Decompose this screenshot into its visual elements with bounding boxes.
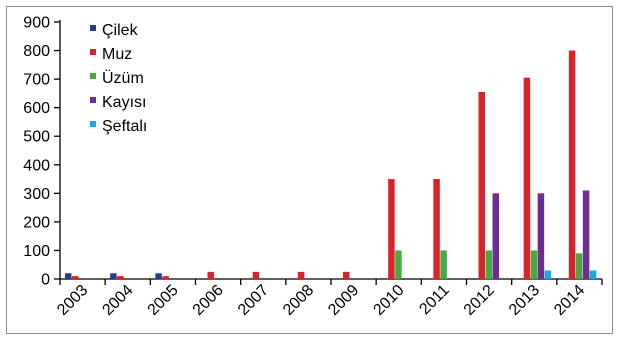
y-tick-label: 0 [41,272,50,289]
x-tick-label: 2012 [461,282,498,319]
bar-2010-1 [388,179,395,279]
legend-label: Muz [102,46,132,63]
legend-label: Çilek [102,22,139,39]
y-tick-label: 700 [23,72,50,89]
bar-2003-0 [65,273,72,279]
bar-2009-1 [343,271,350,279]
x-tick-label: 2011 [416,282,452,318]
x-tick-label: 2007 [235,282,272,319]
legend-label: Kayısı [102,94,146,111]
y-tick-label: 400 [23,157,50,174]
legend: Çilek Muz Üzüm Kayısı Şeftalı [90,22,147,135]
x-axis: 2003 2004 2005 2006 2007 2008 2009 2010 2011 2012… [54,278,603,319]
bar-2013-3 [537,193,545,279]
y-tick-label: 300 [23,186,50,203]
bar-2008-1 [297,271,305,279]
legend-swatch [90,97,96,103]
legend-swatch [90,121,96,127]
chart-frame [6,6,613,334]
y-axis: 0 100 200 300 400 500 600 700 800 900 [23,15,61,289]
x-tick-label: 2010 [370,282,407,319]
bar-2011-2 [440,250,447,279]
bar-2004-1 [117,276,124,279]
bar-2014-3 [582,190,590,279]
y-tick-label: 500 [23,129,50,146]
y-tick-label: 900 [23,15,50,32]
y-tick-label: 200 [23,214,50,231]
bar-2004-0 [110,273,117,279]
x-tick-label: 2014 [551,282,588,319]
bar-2012-3 [492,193,499,279]
x-tick-label: 2009 [325,282,362,319]
x-tick-label: 2008 [280,282,317,319]
bar-2013-1 [523,77,531,279]
legend-swatch [90,73,96,79]
x-tick-label: 2004 [99,282,136,319]
bar-2013-4 [544,270,552,279]
legend-label: Şeftalı [102,118,147,135]
bar-2014-1 [568,50,576,279]
bar-2011-1 [433,179,440,279]
bars [65,50,597,279]
y-tick-label: 800 [23,43,50,60]
bar-2012-2 [485,250,492,279]
y-tick-label: 600 [23,100,50,117]
bar-2007-1 [252,271,260,279]
legend-swatch [90,25,96,31]
x-tick-label: 2013 [506,282,543,319]
x-tick-label: 2006 [190,282,227,319]
legend-label: Üzüm [102,69,144,87]
bar-2005-0 [155,273,162,279]
bar-2012-1 [478,91,485,279]
bar-2006-1 [207,271,214,279]
bar-2014-4 [589,270,597,279]
bar-2010-2 [395,250,402,279]
bar-2013-2 [530,250,538,279]
legend-swatch [90,49,96,55]
x-tick-label: 2003 [54,282,91,319]
y-tick-label: 100 [23,243,50,260]
bar-2014-2 [575,253,583,279]
bar-2003-1 [72,276,79,279]
x-tick-label: 2005 [145,282,182,319]
bar-2005-1 [162,276,169,279]
